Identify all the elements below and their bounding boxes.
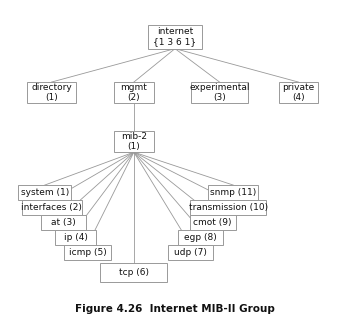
- FancyBboxPatch shape: [190, 200, 266, 215]
- Text: directory
(1): directory (1): [31, 83, 72, 102]
- FancyBboxPatch shape: [190, 215, 236, 230]
- FancyBboxPatch shape: [64, 245, 111, 260]
- FancyBboxPatch shape: [114, 131, 154, 152]
- Text: snmp (11): snmp (11): [210, 188, 257, 197]
- FancyBboxPatch shape: [191, 82, 248, 103]
- FancyBboxPatch shape: [178, 230, 223, 245]
- Text: private
(4): private (4): [282, 83, 315, 102]
- FancyBboxPatch shape: [279, 82, 318, 103]
- FancyBboxPatch shape: [100, 263, 167, 282]
- Text: interfaces (2): interfaces (2): [21, 203, 82, 212]
- FancyBboxPatch shape: [148, 25, 202, 49]
- FancyBboxPatch shape: [18, 185, 71, 201]
- Text: tcp (6): tcp (6): [119, 268, 149, 277]
- Text: system (1): system (1): [21, 188, 69, 197]
- Text: cmot (9): cmot (9): [194, 218, 232, 227]
- FancyBboxPatch shape: [114, 82, 154, 103]
- FancyBboxPatch shape: [55, 230, 96, 245]
- FancyBboxPatch shape: [27, 82, 76, 103]
- Text: mgmt
(2): mgmt (2): [120, 83, 147, 102]
- Text: Figure 4.26  Internet MIB-II Group: Figure 4.26 Internet MIB-II Group: [75, 304, 275, 314]
- Text: mib-2
(1): mib-2 (1): [121, 132, 147, 151]
- Text: at (3): at (3): [51, 218, 76, 227]
- FancyBboxPatch shape: [41, 215, 86, 230]
- Text: internet
{1 3 6 1}: internet {1 3 6 1}: [153, 27, 197, 46]
- Text: transmission (10): transmission (10): [189, 203, 268, 212]
- FancyBboxPatch shape: [168, 245, 213, 260]
- Text: egp (8): egp (8): [184, 233, 217, 242]
- Text: udp (7): udp (7): [174, 248, 207, 257]
- Text: ip (4): ip (4): [64, 233, 88, 242]
- FancyBboxPatch shape: [21, 200, 82, 215]
- FancyBboxPatch shape: [209, 185, 258, 201]
- Text: icmp (5): icmp (5): [69, 248, 106, 257]
- Text: experimental
(3): experimental (3): [189, 83, 250, 102]
